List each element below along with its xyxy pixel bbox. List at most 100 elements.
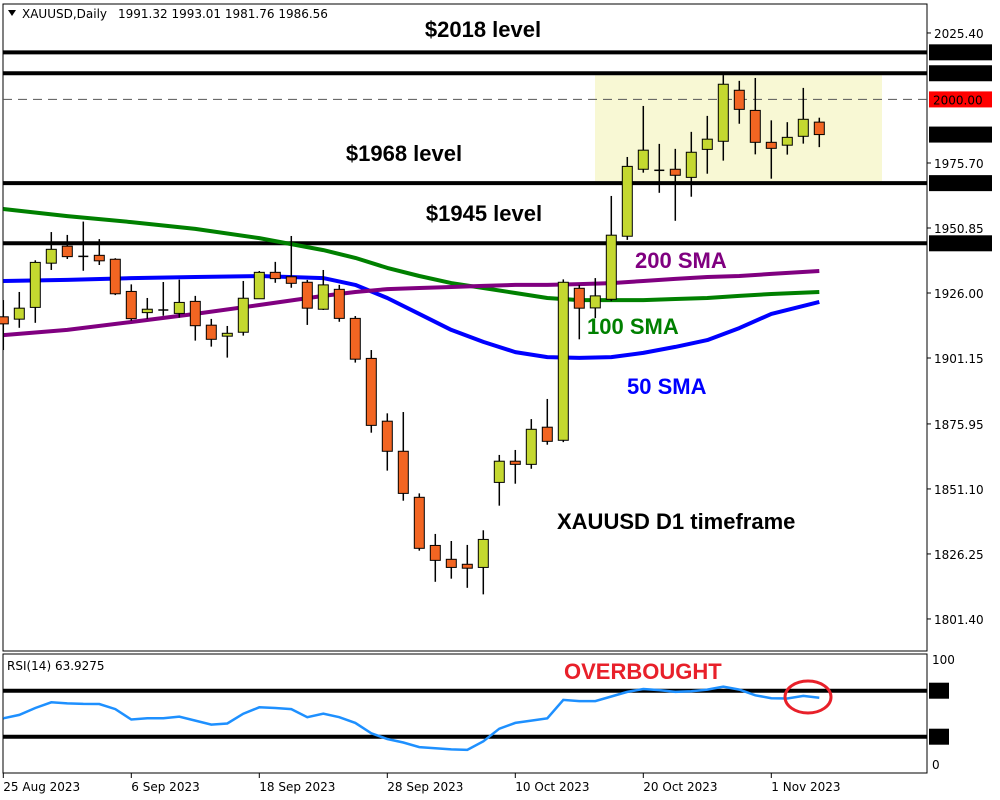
- candle-bearish: [269, 271, 281, 280]
- rsi-level-text: 30: [931, 731, 946, 745]
- candle-bullish: [605, 234, 617, 300]
- candle-bearish: [749, 109, 761, 143]
- y-tick-label: 1826.25: [934, 548, 984, 562]
- candle-bearish: [461, 563, 473, 569]
- y-tick-label: 1901.15: [934, 352, 984, 366]
- candle-bearish: [125, 290, 137, 320]
- candle-bullish: [781, 136, 793, 146]
- x-tick-label: 25 Aug 2023: [3, 780, 80, 794]
- candle-bullish: [29, 261, 41, 308]
- annotation-timeframe: XAUUSD D1 timeframe: [557, 509, 795, 534]
- candle-bearish: [285, 276, 297, 284]
- candle-bullish: [701, 138, 713, 150]
- price-badge-2000.00: [929, 91, 992, 108]
- candle-bearish: [349, 317, 361, 360]
- candle-bearish: [541, 426, 553, 442]
- price-badge-1968.00: [929, 175, 992, 192]
- x-tick-label: 6 Sep 2023: [131, 780, 199, 794]
- collapse-triangle-icon[interactable]: [8, 10, 16, 16]
- candle-bullish: [253, 271, 265, 300]
- annotation-100-sma: 100 SMA: [587, 314, 679, 339]
- rsi-panel: [2, 653, 928, 774]
- candle-bearish: [301, 281, 313, 309]
- overbought-circle: [783, 679, 833, 715]
- y-tick-label: 1875.95: [934, 418, 984, 432]
- x-tick-label: 28 Sep 2023: [387, 780, 463, 794]
- annotation-2018-level: $2018 level: [425, 17, 541, 42]
- x-tick-label: 1 Nov 2023: [771, 780, 840, 794]
- candle-bearish: [413, 496, 425, 549]
- y-tick-label: 1950.85: [934, 222, 984, 236]
- price-badge-1945.00: [929, 235, 992, 252]
- candle-bullish: [45, 248, 57, 264]
- candle-bearish: [381, 420, 393, 452]
- x-tick-label: 18 Sep 2023: [259, 780, 335, 794]
- price-badge-text: 2000.00: [933, 93, 983, 107]
- candle-bearish: [109, 258, 121, 295]
- candle-bullish: [557, 281, 569, 441]
- annotation-overbought: OVERBOUGHT: [564, 659, 722, 684]
- candle-bullish: [221, 332, 233, 337]
- candle-bearish: [765, 141, 777, 149]
- price-badge-2010.00: [929, 65, 992, 82]
- candle-bearish: [813, 121, 825, 136]
- y-tick-label: 2025.40: [934, 27, 984, 41]
- rsi-level-badge: [929, 682, 949, 699]
- candle-bullish: [13, 307, 25, 320]
- rsi-tick-label: 0: [932, 758, 940, 772]
- annotation-200-sma: 200 SMA: [635, 248, 727, 273]
- candle-bearish: [93, 254, 105, 262]
- candle-bullish: [717, 83, 729, 142]
- candle-bullish: [141, 308, 153, 314]
- candle-bullish: [317, 284, 329, 310]
- x-tick-label: 20 Oct 2023: [643, 780, 717, 794]
- candle-bearish: [733, 89, 745, 110]
- price-badge-text: 2018.00: [933, 46, 983, 60]
- sma-line-200: [3, 269, 820, 338]
- candle-bearish: [61, 245, 73, 258]
- rsi-line: [3, 685, 820, 752]
- candle-bearish: [0, 316, 9, 325]
- y-tick-label: 1851.10: [934, 483, 984, 497]
- price-badge-text: 1968.00: [933, 177, 983, 191]
- price-badge-2018.00: [929, 44, 992, 61]
- candle-bearish: [189, 300, 201, 327]
- candle-bullish: [237, 297, 249, 333]
- annotation-1945-level: $1945 level: [426, 201, 542, 226]
- candle-bullish: [797, 118, 809, 137]
- candle-bullish: [477, 538, 489, 568]
- candle-bullish: [685, 151, 697, 178]
- candle-bullish: [589, 295, 601, 309]
- y-tick-label: 1801.40: [934, 613, 984, 627]
- price-badge-text: 1945.00: [933, 237, 983, 251]
- y-tick-label: 1926.00: [934, 287, 984, 301]
- candle-bullish: [621, 165, 633, 237]
- sma-line-100: [3, 207, 820, 303]
- candle-bearish: [365, 357, 377, 426]
- candle-bearish: [669, 168, 681, 176]
- symbol-label: XAUUSD,Daily: [22, 7, 107, 21]
- ohlc-values: 1991.32 1993.01 1981.76 1986.56: [118, 7, 328, 21]
- annotation-1968-level: $1968 level: [346, 141, 462, 166]
- current-price-text: 1986.56: [933, 129, 983, 143]
- candle-bearish: [445, 558, 457, 568]
- candle-bearish: [397, 450, 409, 494]
- candle-bullish: [173, 301, 185, 314]
- price-badge-text: 2010.00: [933, 67, 983, 81]
- candle-bearish: [205, 324, 217, 340]
- annotation-50-sma: 50 SMA: [627, 374, 707, 399]
- candle-bearish: [509, 460, 521, 465]
- candle-bearish: [573, 287, 585, 309]
- rsi-level-badge: [929, 728, 949, 745]
- rsi-label: RSI(14) 63.9275: [7, 659, 105, 673]
- y-tick-label: 1975.70: [934, 157, 984, 171]
- current-price-badge: [929, 126, 992, 143]
- candle-bullish: [525, 428, 537, 465]
- rsi-tick-label: 100: [932, 653, 955, 667]
- candle-bullish: [493, 460, 505, 483]
- x-tick-label: 10 Oct 2023: [515, 780, 589, 794]
- candle-bearish: [429, 544, 441, 561]
- candle-bearish: [333, 288, 345, 319]
- candle-bullish: [637, 149, 649, 170]
